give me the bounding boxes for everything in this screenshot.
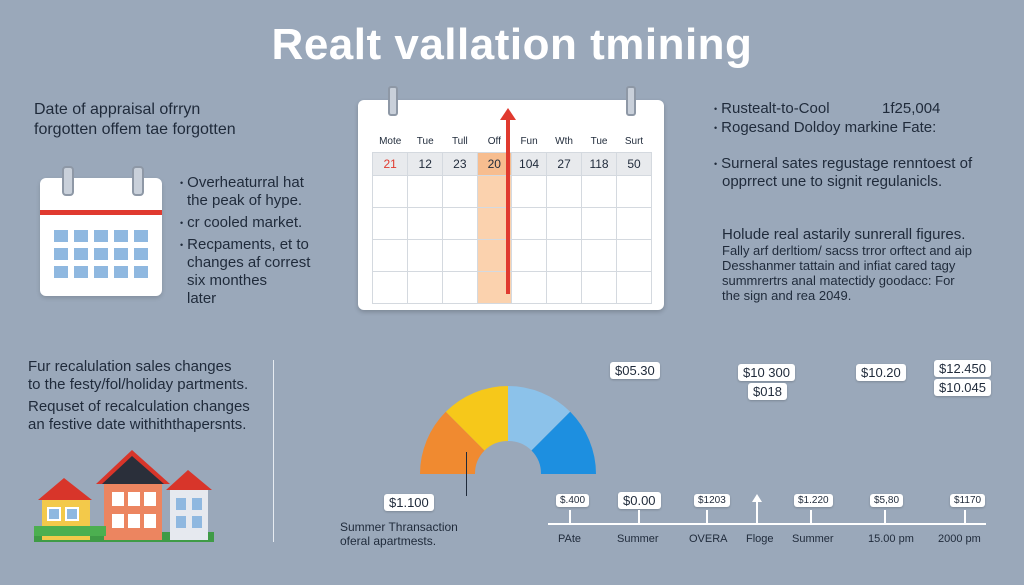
houses-illustration: [34, 450, 214, 542]
market-bullet-3: Recpaments, et to changes af correst six…: [180, 236, 310, 308]
day-header: Off: [487, 135, 501, 147]
day-header: Surt: [624, 135, 644, 147]
timeline: [548, 523, 986, 525]
calendar-icon: [40, 166, 162, 296]
upper-price-tag-4: $12.450 $10.045: [934, 360, 991, 396]
timeline-label: Floge: [746, 533, 774, 545]
upper-price-tag-3: $10.20: [856, 364, 906, 381]
timeline-label: 2000 pm: [938, 533, 981, 545]
day-header: Wth: [555, 135, 573, 147]
date-cell: 21: [371, 152, 409, 176]
timeline-label: OVERA: [689, 533, 728, 545]
date-cell: 23: [442, 152, 478, 176]
timeline-tag: $1170: [950, 494, 986, 507]
gauge-segment-yellow: [445, 386, 508, 451]
up-arrow-icon: [506, 118, 510, 294]
market-bullet-1: Overheaturral hat the peak of hype.: [180, 174, 304, 210]
timeline-tag: $1203: [694, 494, 730, 507]
big-calendar: Mote Tue Tull Off Fun Wth Tue Surt 21 12…: [358, 86, 664, 310]
gauge-segment-blue: [531, 411, 596, 474]
timeline-label: Summer: [617, 533, 659, 545]
day-header: Tue: [416, 135, 434, 147]
gauge-segment-lightblue: [508, 386, 571, 451]
calendar-ring: [62, 166, 74, 196]
section-divider: [273, 360, 274, 542]
date-cell: 104: [510, 152, 548, 176]
date-cell: 118: [580, 152, 618, 176]
date-cell: 50: [616, 152, 652, 176]
day-header: Tull: [451, 135, 468, 147]
recalculation-note-2: Requset of recalculation changes an fest…: [28, 398, 250, 433]
figures-note: Holude real astarily sunrerall figures. …: [722, 226, 972, 303]
cool-rate-row: Rustealt-to-Cool 1f25,004: [714, 100, 940, 118]
calendar-grid: Mote Tue Tull Off Fun Wth Tue Surt 21 12…: [371, 130, 652, 304]
gauge-chart: [420, 386, 596, 474]
timeline-arrow-icon: [752, 494, 762, 502]
gauge-price-tag: $1.100: [384, 494, 434, 511]
summer-note: Summer Thransaction oferal apartmests.: [340, 520, 458, 548]
timeline-label: PAte: [558, 533, 582, 545]
timeline-tag: $5,80: [870, 494, 904, 507]
gauge-segment-orange: [420, 411, 485, 474]
timeline-tag: $0.00: [618, 492, 661, 509]
seasonal-note: Surneral sates regustage renntoest of op…: [714, 155, 972, 191]
holiday-rate-row: Rogesand Doldoy markine Fate:: [714, 119, 936, 137]
calendar-ring: [132, 166, 144, 196]
day-header: Fun: [520, 135, 538, 147]
date-cell: 27: [546, 152, 582, 176]
market-bullet-2: cr cooled market.: [180, 214, 302, 232]
page-title: Realt vallation tmining: [271, 20, 753, 69]
recalculation-note-1: Fur recalulation sales changes to the fe…: [28, 358, 249, 393]
timeline-label: Summer: [792, 533, 834, 545]
timeline-tag: $.400: [556, 494, 590, 507]
upper-price-tag-2: $10 300 $018: [738, 364, 795, 401]
timeline-tag: $1.220: [794, 494, 833, 507]
day-header: Mote: [379, 135, 402, 147]
upper-price-tag-1: $05.30: [610, 362, 660, 379]
date-cell: 12: [407, 152, 444, 176]
day-header: Tue: [590, 135, 608, 147]
appraisal-date-text: Date of appraisal ofrryn forgotten offem…: [34, 101, 236, 138]
timeline-label: 15.00 pm: [868, 533, 914, 545]
